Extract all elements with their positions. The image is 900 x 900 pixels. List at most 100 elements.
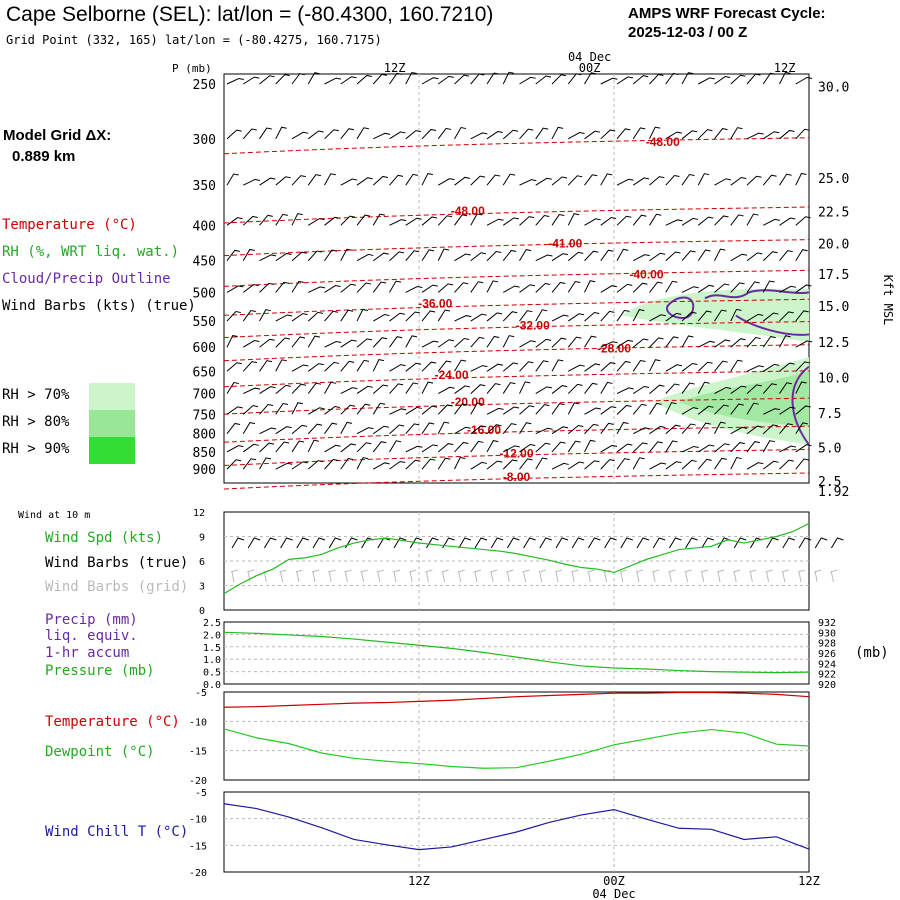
wind-barb-grid — [441, 569, 449, 583]
wind-barb-grid — [360, 569, 368, 583]
wind-barb — [519, 249, 532, 261]
wind-barb — [291, 402, 304, 415]
wind-barb — [372, 425, 389, 435]
wind-barb — [795, 422, 808, 434]
height-tick-0: 30.0 — [818, 80, 849, 95]
wind-barb — [405, 406, 422, 415]
wind-barb — [519, 405, 535, 415]
isotherm-label-5: -32.00 — [516, 319, 550, 333]
pressure-tick-300: 300 — [193, 133, 216, 148]
wind-barb — [551, 126, 564, 140]
wind-barb — [616, 360, 631, 372]
isotherm-line-7 — [223, 370, 810, 388]
wind-barb — [356, 127, 369, 140]
wind-barb — [437, 360, 452, 372]
wind-barb-true — [798, 537, 812, 549]
legend-rh: RH (%, WRT liq. wat.) — [2, 244, 180, 260]
wind-barb — [307, 311, 324, 322]
wind-barb — [535, 254, 553, 262]
wind-barb-grid — [716, 569, 725, 583]
wind-barb — [584, 218, 601, 226]
wind-barb-true — [636, 537, 650, 549]
wind-barb-true — [701, 537, 714, 549]
wind-barb — [437, 421, 450, 434]
wind-barb — [421, 173, 434, 186]
wind-barb — [567, 73, 582, 85]
wind-barb — [649, 176, 665, 186]
height-tick-4: 17.5 — [818, 268, 849, 283]
wind-barb — [633, 254, 650, 262]
wind-barb — [324, 249, 338, 262]
wind-barb — [291, 424, 308, 435]
wind-barb — [372, 281, 387, 293]
height-tick-10: 2.5 — [818, 475, 841, 490]
wind-barb — [340, 339, 357, 348]
time-label-top-12z-b: 12Z — [774, 61, 796, 75]
height-tick-11: 1.92 — [818, 485, 849, 500]
wind-barb — [259, 282, 274, 293]
wind-barb — [226, 445, 244, 453]
wind-barb — [779, 382, 792, 394]
label-precip: Precip (mm) — [45, 612, 138, 628]
wind-barb — [519, 458, 533, 470]
pressure-tick-650: 650 — [193, 365, 216, 380]
wind-barb — [519, 128, 534, 140]
isotherm-label-6: -28.00 — [597, 342, 631, 356]
wind-barb — [486, 407, 504, 415]
wind-barb — [291, 364, 309, 372]
wind-barb — [730, 74, 746, 85]
wind-barb — [616, 128, 631, 140]
isotherm-line-3 — [223, 269, 810, 287]
wind-barb — [259, 427, 277, 435]
wind-barb — [437, 309, 451, 322]
wind-tick-0: 0 — [199, 606, 205, 617]
wind-barb — [405, 285, 423, 293]
wind-barb — [243, 387, 261, 395]
wind-barb — [405, 250, 420, 262]
wind-barb — [226, 422, 241, 435]
wind-barb — [681, 445, 699, 453]
wind-barb — [242, 76, 260, 85]
wind-barb — [779, 335, 791, 348]
wind-barb — [746, 175, 762, 186]
label-precip-accum: 1-hr accum — [45, 645, 130, 661]
wind-barb-true — [474, 537, 488, 549]
wind-barb — [389, 174, 404, 186]
pressure-line — [223, 631, 810, 674]
wind-barb — [649, 425, 666, 435]
time-label-bottom-12z: 12Z — [408, 874, 430, 888]
wind-barb — [730, 308, 742, 322]
wind-barb — [454, 282, 469, 293]
wind-barb — [779, 362, 795, 372]
pressure-tick-850: 850 — [193, 446, 216, 461]
wind-barb — [470, 336, 485, 348]
wind-barb — [454, 337, 470, 348]
wind-barb — [665, 383, 680, 394]
wind-barb — [470, 175, 486, 186]
wind-barb — [795, 128, 810, 140]
wind-barb — [681, 311, 697, 322]
wind-barb-true — [668, 537, 682, 549]
wind-barb — [389, 312, 405, 322]
wind-barb — [681, 173, 695, 186]
wind-barb — [616, 76, 634, 85]
wind-barb — [502, 459, 518, 470]
wind-barb — [616, 309, 630, 322]
wind-barb — [275, 462, 293, 470]
wind-barb — [567, 402, 580, 415]
wind-barb — [259, 75, 275, 85]
wind-barb-true — [620, 537, 633, 549]
wind-barb-grid — [230, 569, 239, 583]
wind-barb — [584, 72, 597, 85]
wind-barb — [356, 282, 372, 293]
legend-wind-barbs: Wind Barbs (kts) (true) — [2, 298, 196, 314]
temp-tick--15: -15 — [189, 747, 207, 758]
wind-barb — [405, 217, 422, 226]
pressure-tick-500: 500 — [193, 286, 216, 301]
wind-barb — [356, 177, 373, 186]
wind-barb — [730, 253, 748, 262]
wind-barb — [535, 309, 548, 322]
wind-barb — [762, 424, 778, 435]
wind-barb — [470, 132, 488, 140]
wind-barb — [340, 457, 354, 470]
